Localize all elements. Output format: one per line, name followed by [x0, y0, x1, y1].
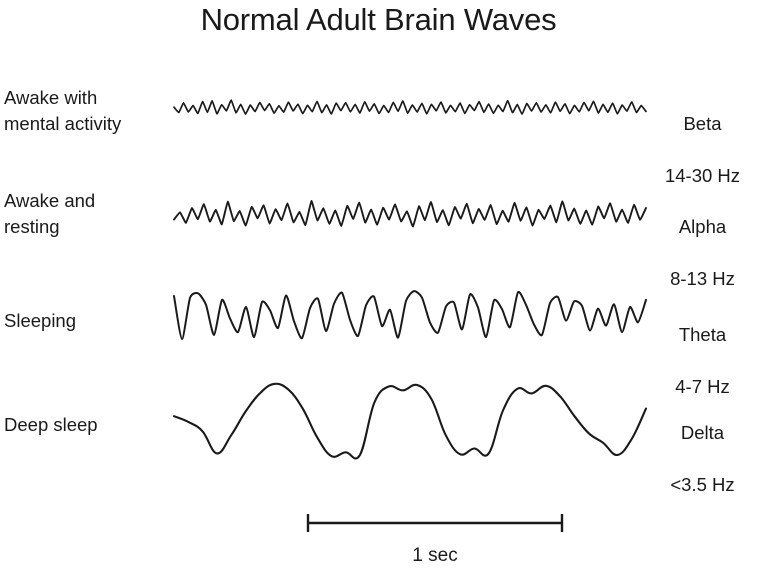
state-label-beta: Awake with mental activity: [4, 87, 122, 134]
band-name-delta: Delta: [680, 422, 725, 443]
band-name-theta: Theta: [678, 324, 727, 345]
waveform-trace-theta: [173, 290, 647, 340]
state-label-alpha: Awake and resting: [4, 190, 96, 237]
band-label-theta: Theta 4-7 Hz: [650, 296, 755, 400]
scale-bar-caption: 1 sec: [412, 545, 458, 566]
band-range-theta: 4-7 Hz: [675, 376, 730, 397]
band-name-beta: Beta: [683, 113, 722, 134]
state-label-theta: Sleeping: [4, 310, 77, 331]
page-title: Normal Adult Brain Waves: [200, 2, 557, 37]
band-range-alpha: 8-13 Hz: [670, 268, 735, 289]
band-label-beta: Beta 14-30 Hz: [650, 85, 755, 189]
waveform-trace-delta: [172, 382, 648, 460]
state-label-delta: Deep sleep: [4, 414, 98, 435]
band-range-beta: 14-30 Hz: [664, 165, 741, 186]
waveform-trace-alpha: [173, 200, 647, 228]
band-label-delta: Delta <3.5 Hz: [650, 394, 755, 498]
band-label-alpha: Alpha 8-13 Hz: [650, 188, 755, 292]
waveform-trace-beta: [173, 99, 647, 116]
band-name-alpha: Alpha: [678, 216, 727, 237]
band-range-delta: <3.5 Hz: [670, 474, 735, 495]
